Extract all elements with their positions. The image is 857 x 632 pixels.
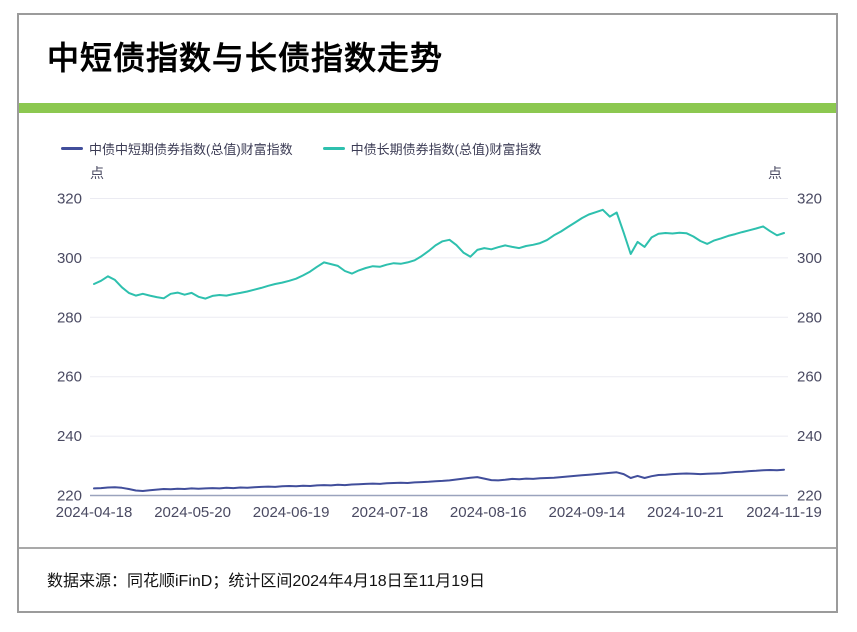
legend-label: 中债中短期债券指数(总值)财富指数 [89, 142, 293, 157]
legend-item-short-term-index[interactable]: 中债中短期债券指数(总值)财富指数 [61, 139, 293, 158]
y-axis-label-right: 240 [797, 428, 822, 445]
y-axis-unit-left: 点 [90, 165, 104, 181]
legend-item-long-term-index[interactable]: 中债长期债券指数(总值)财富指数 [322, 139, 542, 158]
x-axis-label: 2024-11-19 [746, 504, 822, 521]
legend-line-swatch [61, 147, 83, 150]
series-line-1 [93, 208, 785, 300]
y-axis-label-right: 300 [797, 250, 822, 267]
chart-legend: 中债中短期债券指数(总值)财富指数 中债长期债券指数(总值)财富指数 [61, 139, 541, 158]
x-axis-label: 2024-06-19 [253, 504, 330, 521]
x-axis-label: 2024-07-18 [351, 504, 428, 521]
y-axis-label-left: 320 [57, 191, 82, 208]
x-axis-label: 2024-05-20 [154, 504, 231, 521]
y-axis-label-left: 220 [57, 488, 82, 505]
x-axis-label: 2024-09-14 [548, 504, 625, 521]
y-axis-label-left: 280 [57, 309, 82, 326]
x-axis-label: 2024-10-21 [647, 504, 724, 521]
legend-line-swatch [322, 147, 345, 150]
chart-card: 中短债指数与长债指数走势 中债中短期债券指数(总值)财富指数 中债长期债券指数(… [17, 13, 838, 613]
page-title: 中短债指数与长债指数走势 [47, 40, 444, 76]
y-axis-unit-right: 点 [768, 165, 782, 181]
y-axis-label-left: 240 [57, 428, 82, 445]
y-axis-label-right: 220 [797, 488, 822, 505]
y-axis-label-right: 280 [797, 309, 822, 326]
y-axis-label-right: 260 [797, 369, 822, 386]
x-axis-label: 2024-08-16 [450, 504, 527, 521]
footer-divider [19, 547, 836, 549]
y-axis-label-right: 320 [797, 191, 822, 208]
y-axis-label-left: 260 [57, 369, 82, 386]
y-axis-label-left: 300 [57, 250, 82, 267]
chart-canvas: 220 220 240 240 260 260 280 280 300 300 320 320 点 点 20… [19, 160, 840, 545]
series-line-0 [93, 468, 785, 492]
data-source-text: 数据来源：同花顺iFinD；统计区间2024年4月18日至11月19日 [47, 573, 486, 590]
x-axis-label: 2024-04-18 [56, 504, 133, 521]
line-chart: 220 220 240 240 260 260 280 280 300 300 320 320 点 点 20… [56, 165, 822, 521]
legend-label: 中债长期债券指数(总值)财富指数 [350, 142, 542, 157]
accent-bar [19, 103, 836, 113]
